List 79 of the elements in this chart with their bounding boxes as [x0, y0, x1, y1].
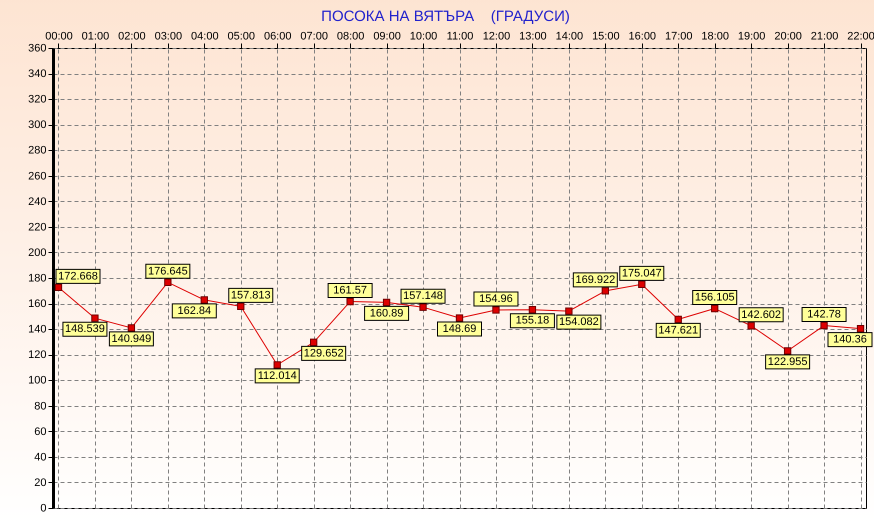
x-tick-label: 00:00	[45, 30, 73, 42]
chart-title: ПОСОКА НА ВЯТЪРА (ГРАДУСИ)	[321, 8, 570, 25]
y-tick-label: 280	[28, 144, 46, 157]
point	[528, 306, 536, 314]
x-tick-label: 06:00	[264, 30, 292, 42]
data-label: 148.539	[65, 323, 105, 336]
x-tick-label: 07:00	[300, 30, 328, 42]
point	[456, 314, 464, 322]
data-label: 160.89	[370, 307, 404, 320]
y-tick-label: 240	[28, 196, 46, 208]
data-label: 162.84	[177, 304, 212, 317]
data-label: 122.955	[768, 356, 808, 368]
point	[747, 322, 755, 330]
data-label: 148.69	[442, 323, 476, 336]
x-tick-label: 19:00	[738, 30, 766, 42]
point	[382, 298, 390, 306]
y-tick-label: 120	[28, 349, 46, 362]
y-tick-label: 20	[34, 476, 46, 489]
y-tick-label: 160	[28, 298, 46, 310]
y-tick-label: 220	[28, 221, 46, 234]
point	[164, 278, 172, 286]
y-tick-label: 140	[28, 324, 46, 336]
point	[54, 284, 62, 292]
x-tick-label: 11:00	[446, 30, 474, 42]
x-tick-label: 20:00	[774, 30, 802, 42]
point	[128, 324, 136, 332]
data-label: 140.949	[112, 332, 152, 345]
x-tick-label: 04:00	[191, 30, 219, 42]
y-tick-label: 180	[28, 272, 46, 284]
x-tick-label: 18:00	[701, 30, 729, 42]
point	[711, 304, 718, 312]
data-label: 157.148	[403, 290, 443, 302]
x-tick-label: 03:00	[154, 30, 182, 42]
point	[565, 307, 573, 315]
y-tick-label: 300	[28, 119, 46, 132]
point	[310, 338, 318, 346]
x-tick-label: 21:00	[810, 30, 838, 42]
y-tick-label: 0	[40, 502, 46, 514]
data-label: 154.96	[479, 292, 513, 305]
y-tick-label: 260	[28, 170, 46, 182]
point	[274, 361, 281, 369]
y-tick-label: 200	[28, 246, 46, 259]
x-tick-label: 08:00	[336, 30, 364, 42]
x-tick-label: 01:00	[82, 30, 110, 42]
point	[856, 324, 864, 332]
point	[237, 302, 244, 310]
x-tick-label: 17:00	[664, 30, 693, 42]
y-tick-label: 80	[34, 400, 46, 412]
x-tick-label: 05:00	[227, 30, 256, 42]
y-tick-label: 60	[34, 426, 46, 438]
point	[492, 306, 500, 314]
x-tick-label: 13:00	[519, 30, 547, 42]
y-tick-label: 40	[34, 451, 46, 464]
x-tick-label: 16:00	[628, 30, 656, 42]
y-tick-label: 100	[28, 374, 46, 387]
point	[602, 287, 609, 295]
x-tick-label: 10:00	[410, 30, 438, 42]
x-tick-label: 14:00	[556, 30, 584, 42]
data-label: 155.18	[516, 314, 550, 327]
point	[674, 316, 682, 324]
point	[346, 298, 354, 306]
x-tick-label: 12:00	[482, 30, 510, 42]
x-tick-label: 22:00	[847, 30, 874, 42]
point	[820, 322, 828, 330]
data-label: 161.57	[333, 284, 367, 297]
point	[419, 304, 427, 311]
x-tick-label: 09:00	[373, 30, 401, 42]
x-tick-label: 15:00	[592, 30, 620, 42]
data-label: 140.36	[833, 334, 867, 346]
point	[784, 347, 792, 355]
point	[200, 296, 208, 304]
y-tick-label: 340	[28, 68, 46, 80]
data-label: 142.78	[807, 308, 841, 321]
y-tick-label: 360	[28, 42, 46, 54]
point	[91, 314, 99, 322]
x-tick-label: 02:00	[118, 30, 146, 42]
point	[638, 280, 646, 288]
data-label: 112.014	[258, 370, 297, 382]
y-tick-label: 320	[28, 94, 46, 106]
